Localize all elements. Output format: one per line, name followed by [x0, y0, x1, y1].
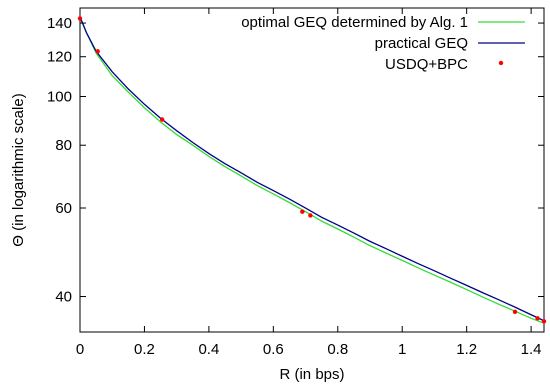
legend-swatch-usdq-bpc — [498, 60, 504, 66]
y-tick-label: 140 — [47, 15, 72, 32]
x-tick-label: 0.8 — [327, 341, 348, 358]
y-axis-label: Θ (in logarithmic scale) — [10, 93, 27, 246]
x-tick-label: 0.6 — [263, 341, 284, 358]
x-tick-label: 1.2 — [456, 341, 477, 358]
data-point — [300, 209, 305, 214]
x-tick-label: 0.2 — [134, 341, 155, 358]
data-point — [541, 319, 547, 324]
y-axis-ticks: 40 60 80 100 120 140 — [47, 15, 544, 306]
data-point — [95, 49, 100, 54]
legend-label-optimal-geq: optimal GEQ determined by Alg. 1 — [241, 14, 468, 31]
x-tick-label: 0.4 — [198, 341, 219, 358]
x-axis-label: R (in bps) — [279, 366, 344, 383]
legend: optimal GEQ determined by Alg. 1 practic… — [241, 14, 525, 73]
y-tick-label: 40 — [55, 289, 72, 306]
series-line-0 — [79, 16, 545, 324]
series-layer — [77, 16, 547, 324]
data-point — [535, 316, 540, 321]
legend-label-usdq-bpc: USDQ+BPC — [385, 56, 468, 73]
data-point — [512, 309, 518, 314]
plot-frame — [79, 7, 545, 333]
y-tick-label: 100 — [47, 89, 72, 106]
legend-label-practical-geq: practical GEQ — [375, 35, 468, 52]
data-point — [77, 16, 83, 21]
y-tick-label: 80 — [55, 137, 72, 154]
x-axis-ticks: 0 0.2 0.4 0.6 0.8 1 1.2 1.4 — [76, 8, 542, 358]
data-point — [308, 213, 313, 218]
x-tick-label: 1 — [398, 341, 406, 358]
y-tick-label: 60 — [55, 200, 72, 217]
y-tick-label: 120 — [47, 49, 72, 66]
data-point — [159, 117, 165, 122]
x-tick-label: 0 — [76, 341, 84, 358]
x-tick-label: 1.4 — [521, 341, 542, 358]
series-line-1 — [79, 16, 545, 322]
